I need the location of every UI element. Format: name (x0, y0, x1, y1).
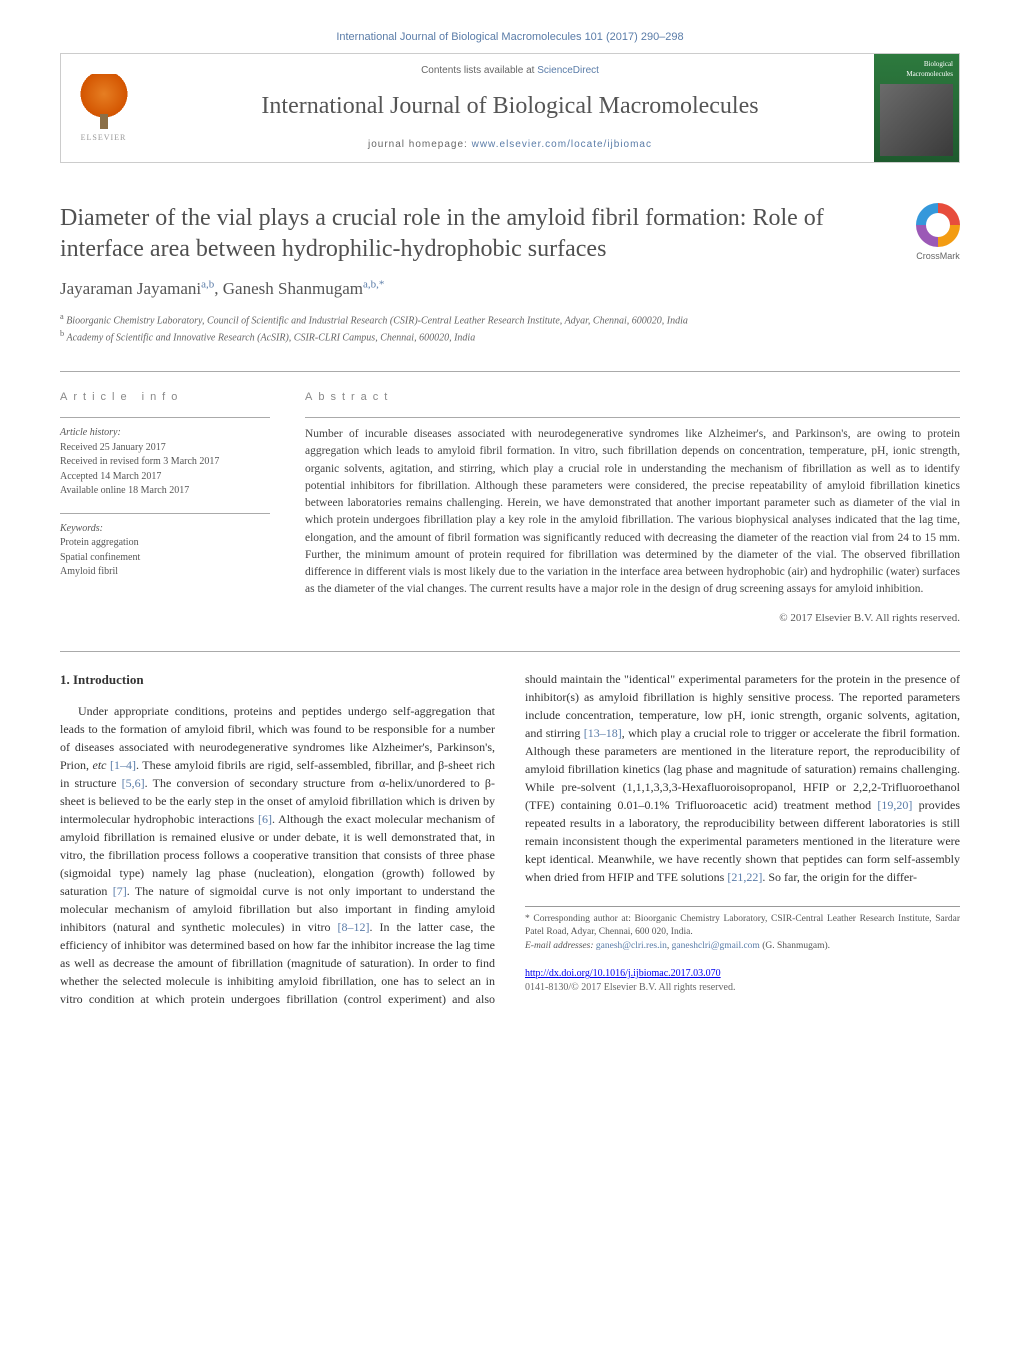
corr-address: Corresponding author at: Bioorganic Chem… (525, 914, 960, 937)
publisher-name: ELSEVIER (81, 132, 127, 143)
online-date: Available online 18 March 2017 (60, 484, 270, 499)
homepage-url[interactable]: www.elsevier.com/locate/ijbiomac (472, 139, 652, 150)
crossmark-badge[interactable]: CrossMark (916, 203, 960, 263)
email-footnote: E-mail addresses: ganesh@clri.res.in, ga… (525, 940, 960, 953)
accepted-date: Accepted 14 March 2017 (60, 470, 270, 485)
cover-title: Biological Macromolecules (880, 60, 953, 80)
footnote-block: * Corresponding author at: Bioorganic Ch… (525, 906, 960, 953)
keyword-3: Amyloid fibril (60, 565, 270, 580)
ref-5-6[interactable]: [5,6] (122, 776, 145, 790)
abstract-column: ABSTRACT Number of incurable diseases as… (305, 390, 960, 626)
author-1: Jayaraman Jayamani (60, 279, 201, 298)
divider-bottom (60, 651, 960, 652)
history-label: Article history: (60, 426, 270, 441)
info-hr-1 (60, 417, 270, 418)
journal-cover-thumbnail: Biological Macromolecules (874, 54, 959, 162)
doi-link[interactable]: http://dx.doi.org/10.1016/j.ijbiomac.201… (525, 968, 721, 979)
keywords-label: Keywords: (60, 522, 270, 537)
contents-link-line: Contents lists available at ScienceDirec… (166, 64, 854, 78)
section-1-heading: 1. Introduction (60, 670, 495, 690)
author-2: Ganesh Shanmugam (223, 279, 363, 298)
divider-top (60, 371, 960, 372)
affil-b: Academy of Scientific and Innovative Res… (64, 333, 475, 344)
ref-8-12[interactable]: [8–12] (337, 920, 369, 934)
journal-citation: International Journal of Biological Macr… (60, 30, 960, 45)
info-hr-2 (60, 513, 270, 514)
doi-block: http://dx.doi.org/10.1016/j.ijbiomac.201… (525, 967, 960, 995)
ref-19-20[interactable]: [19,20] (877, 798, 912, 812)
article-info-column: ARTICLE INFO Article history: Received 2… (60, 390, 270, 626)
homepage-prefix: journal homepage: (368, 139, 472, 150)
journal-header-box: ELSEVIER Contents lists available at Sci… (60, 53, 960, 163)
header-center: Contents lists available at ScienceDirec… (146, 54, 874, 162)
keyword-1: Protein aggregation (60, 536, 270, 551)
crossmark-icon (916, 203, 960, 247)
abstract-text: Number of incurable diseases associated … (305, 426, 960, 599)
author-1-affil: a,b (201, 279, 214, 291)
keyword-2: Spatial confinement (60, 551, 270, 566)
ref-21-22[interactable]: [21,22] (727, 870, 762, 884)
elsevier-tree-icon (79, 74, 129, 124)
body-text: 1. Introduction Under appropriate condit… (60, 670, 960, 1008)
crossmark-label: CrossMark (916, 250, 960, 263)
publisher-logo: ELSEVIER (61, 54, 146, 162)
p1-etc: etc (93, 758, 107, 772)
affiliations: a Bioorganic Chemistry Laboratory, Counc… (60, 311, 960, 346)
email-1[interactable]: ganesh@clri.res.in (596, 941, 667, 951)
ref-7[interactable]: [7] (113, 884, 127, 898)
article-info-label: ARTICLE INFO (60, 390, 270, 405)
p2e: . So far, the origin for the differ- (762, 870, 917, 884)
abstract-label: ABSTRACT (305, 390, 960, 405)
received-date: Received 25 January 2017 (60, 441, 270, 456)
email-label: E-mail addresses: (525, 941, 594, 951)
sciencedirect-link[interactable]: ScienceDirect (537, 65, 599, 76)
p2a: inhibitors (natural and synthetic molecu… (60, 920, 337, 934)
abstract-copyright: © 2017 Elsevier B.V. All rights reserved… (305, 611, 960, 626)
cover-image (880, 84, 953, 156)
ref-1-4[interactable]: [1–4] (107, 758, 137, 772)
author-2-affil: a,b, (363, 279, 379, 291)
affil-a: Bioorganic Chemistry Laboratory, Council… (64, 315, 688, 326)
keywords-block: Keywords: Protein aggregation Spatial co… (60, 522, 270, 580)
corresponding-star: * (379, 279, 385, 291)
email-2[interactable]: ganeshclri@gmail.com (672, 941, 760, 951)
journal-name: International Journal of Biological Macr… (166, 90, 854, 124)
ref-13-18[interactable]: [13–18] (584, 726, 622, 740)
contents-prefix: Contents lists available at (421, 65, 537, 76)
corr-name: (G. Shanmugam). (760, 941, 830, 951)
corresponding-footnote: * Corresponding author at: Bioorganic Ch… (525, 913, 960, 940)
authors: Jayaraman Jayamani a,b, Ganesh Shanmugam a… (60, 277, 960, 301)
homepage-link-line: journal homepage: www.elsevier.com/locat… (166, 138, 854, 152)
article-title: Diameter of the vial plays a crucial rol… (60, 203, 896, 265)
ref-6[interactable]: [6] (258, 812, 272, 826)
issn-copyright: 0141-8130/© 2017 Elsevier B.V. All right… (525, 981, 960, 995)
paragraph-1: Under appropriate conditions, proteins a… (60, 670, 960, 1008)
revised-date: Received in revised form 3 March 2017 (60, 455, 270, 470)
abstract-hr (305, 417, 960, 418)
article-history: Article history: Received 25 January 201… (60, 426, 270, 499)
